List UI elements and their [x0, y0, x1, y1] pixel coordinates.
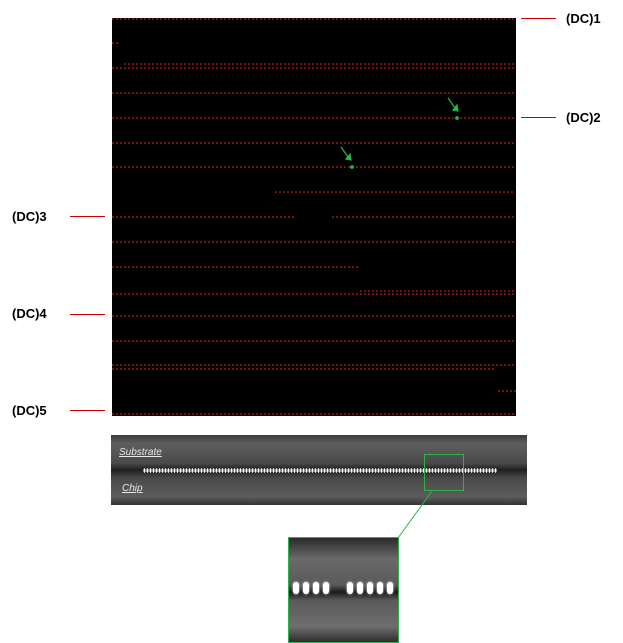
zoomed-bump: [313, 582, 319, 594]
zoomed-inset-image: [288, 537, 399, 643]
zoomed-bump: [377, 582, 383, 594]
dc5-label: (DC)5: [12, 403, 47, 418]
dc2-leader-line: [521, 117, 556, 118]
dc3-leader-line: [70, 216, 105, 217]
zoom-region-box: [424, 454, 464, 491]
xray-top-view-panel: [112, 18, 516, 416]
zoomed-bump: [357, 582, 363, 594]
arrow-icon: [340, 146, 354, 169]
dc1-label: (DC)1: [566, 11, 601, 26]
dc3-label: (DC)3: [12, 209, 47, 224]
zoomed-bump: [303, 582, 309, 594]
arrow-icon: [447, 97, 459, 120]
defect-arrows: [340, 97, 459, 169]
substrate-label: Substrate: [119, 447, 162, 458]
zoomed-bump: [347, 582, 353, 594]
zoomed-bump: [323, 582, 329, 594]
dc5-leader-line: [70, 410, 105, 411]
cross-section-image: Substrate Chip: [111, 435, 527, 505]
zoomed-bump: [387, 582, 393, 594]
dc2-label: (DC)2: [566, 110, 601, 125]
daisy-chain-rows: [112, 18, 516, 415]
dc4-leader-line: [70, 314, 105, 315]
dc1-leader-line: [521, 18, 556, 19]
solder-bump-row: [143, 468, 497, 473]
zoomed-bump: [367, 582, 373, 594]
dc4-label: (DC)4: [12, 306, 47, 321]
chip-label: Chip: [122, 483, 143, 494]
zoomed-bump: [293, 582, 299, 594]
